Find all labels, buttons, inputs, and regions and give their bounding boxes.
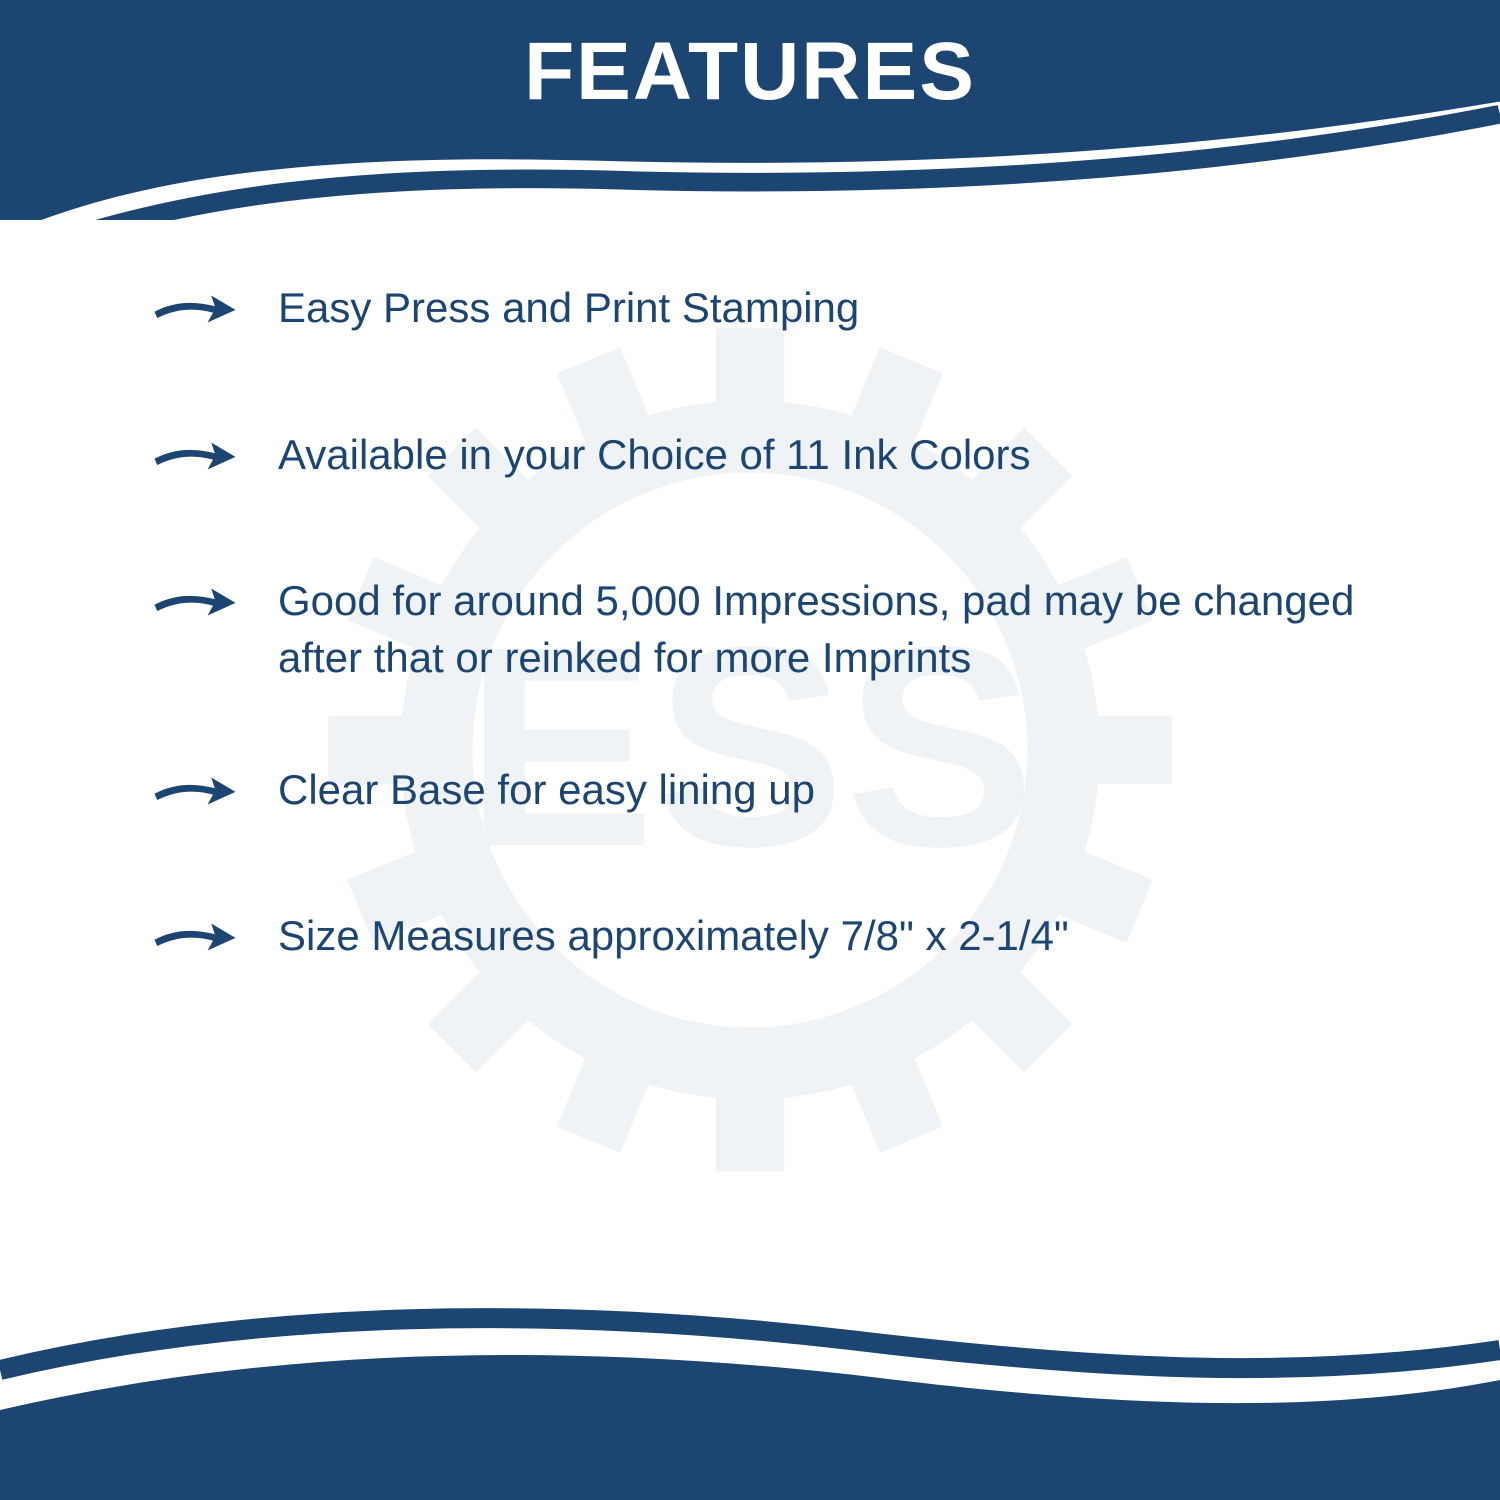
feature-item: Clear Base for easy lining up: [150, 762, 1400, 819]
arrow-icon: [150, 912, 240, 962]
page-title: FEATURES: [0, 25, 1500, 119]
features-list: Easy Press and Print Stamping Available …: [150, 280, 1400, 1055]
feature-text: Good for around 5,000 Impressions, pad m…: [278, 573, 1400, 686]
feature-item: Easy Press and Print Stamping: [150, 280, 1400, 337]
feature-text: Size Measures approximately 7/8" x 2-1/4…: [278, 908, 1069, 965]
feature-text: Easy Press and Print Stamping: [278, 280, 859, 337]
arrow-icon: [150, 766, 240, 816]
infographic-container: FEATURES: [0, 0, 1500, 1500]
feature-item: Available in your Choice of 11 Ink Color…: [150, 427, 1400, 484]
feature-item: Size Measures approximately 7/8" x 2-1/4…: [150, 908, 1400, 965]
feature-item: Good for around 5,000 Impressions, pad m…: [150, 573, 1400, 686]
feature-text: Clear Base for easy lining up: [278, 762, 815, 819]
arrow-icon: [150, 284, 240, 334]
feature-text: Available in your Choice of 11 Ink Color…: [278, 427, 1031, 484]
arrow-icon: [150, 577, 240, 627]
footer-band: [0, 1300, 1500, 1500]
arrow-icon: [150, 431, 240, 481]
